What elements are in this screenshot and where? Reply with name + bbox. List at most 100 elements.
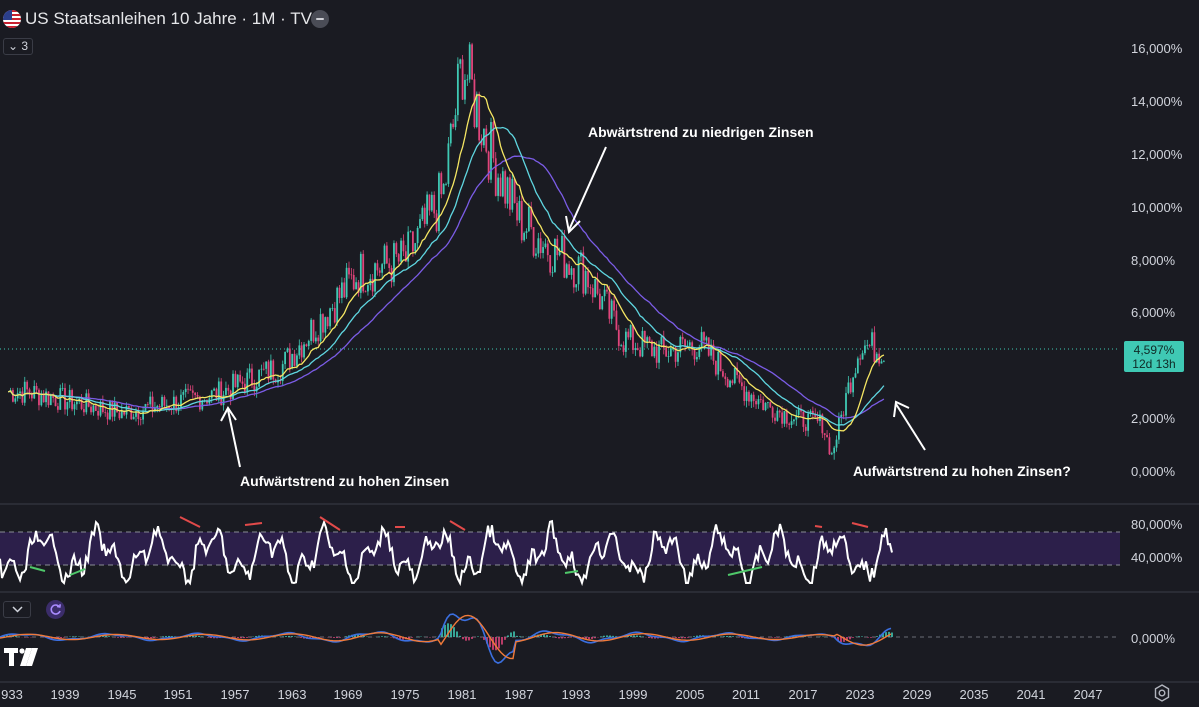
candle [443, 184, 445, 194]
macd-bar [333, 637, 335, 638]
candle [497, 178, 499, 196]
price-chart[interactable] [0, 0, 1199, 505]
downtrend-arrowhead [566, 216, 580, 232]
candle [769, 402, 771, 407]
candle [355, 282, 357, 289]
candle [850, 382, 852, 392]
macd-bar [72, 636, 74, 637]
candle [590, 287, 592, 288]
macd-bar [498, 637, 500, 648]
candle [606, 290, 608, 292]
macd-bar [168, 636, 170, 637]
candle [587, 271, 589, 287]
candle [864, 346, 866, 354]
candle [469, 44, 471, 79]
candle [772, 407, 774, 417]
candle [33, 386, 35, 398]
candle [618, 330, 620, 346]
candle [237, 375, 239, 387]
candle [104, 412, 106, 413]
macd-bar [195, 636, 197, 637]
candle [578, 257, 580, 285]
candle [159, 406, 161, 407]
candle [625, 332, 627, 352]
candle [566, 264, 568, 277]
candle [315, 338, 317, 342]
candle [379, 270, 381, 272]
candle [66, 402, 68, 409]
time-axis-label: 1957 [221, 687, 250, 702]
candle [755, 401, 757, 404]
candle [194, 393, 196, 395]
macd-bar [672, 637, 674, 638]
macd-bar [345, 636, 347, 637]
current-price-badge[interactable]: 4,597% 12d 13h [1124, 341, 1184, 372]
indicator-chevron-button[interactable] [3, 601, 31, 618]
macd-bar [240, 637, 242, 638]
candle [516, 203, 518, 220]
candle [426, 195, 428, 224]
price-axis-label: 16,000% [1131, 41, 1182, 56]
candle [36, 386, 38, 390]
macd-bar [861, 636, 863, 637]
candle [689, 342, 691, 345]
candle [152, 397, 154, 411]
candle [38, 390, 40, 405]
macd-bar [330, 637, 332, 638]
candle [549, 255, 551, 272]
candle [173, 397, 175, 410]
refresh-icon[interactable] [46, 600, 65, 619]
macd-panel[interactable] [0, 593, 1199, 683]
candle [670, 348, 672, 356]
candle [698, 348, 700, 357]
candle [190, 389, 192, 390]
candle [303, 344, 305, 357]
candle [537, 238, 539, 253]
candle [242, 382, 244, 384]
candle [859, 358, 861, 359]
downtrend-arrow[interactable] [569, 147, 606, 230]
macd-bar [453, 627, 455, 637]
settings-gear-icon[interactable] [1153, 684, 1171, 702]
annotation-downtrend[interactable]: Abwärtstrend zu niedrigen Zinsen [588, 124, 814, 140]
candle [95, 405, 97, 411]
macd-bar [288, 636, 290, 637]
candle [592, 288, 594, 297]
candle [301, 345, 303, 357]
candle [793, 420, 795, 422]
candle [142, 411, 144, 420]
candle [97, 411, 99, 416]
macd-bar [234, 637, 236, 638]
candle [59, 388, 61, 410]
tradingview-logo-icon [4, 648, 40, 666]
rsi-panel[interactable] [0, 505, 1199, 591]
macd-bar [546, 635, 548, 637]
candle [12, 390, 14, 402]
candle [492, 122, 494, 158]
candle [26, 382, 28, 390]
candle [639, 350, 641, 356]
candle [161, 397, 163, 407]
time-axis-label: 1981 [448, 687, 477, 702]
candle [568, 264, 570, 275]
candle [729, 381, 731, 387]
candle [833, 448, 835, 454]
macd-bar [891, 633, 893, 637]
annotation-uptrend-new[interactable]: Aufwärtstrend zu hohen Zinsen? [853, 463, 1071, 479]
annotation-uptrend-old[interactable]: Aufwärtstrend zu hohen Zinsen [240, 473, 449, 489]
candle [748, 392, 750, 402]
macd-bar [246, 637, 248, 638]
candle [594, 279, 596, 297]
macd-bar [477, 636, 479, 637]
uptrend-new-arrow[interactable] [896, 404, 925, 450]
candle [258, 370, 260, 387]
macd-bar [681, 637, 683, 638]
candle [327, 317, 329, 326]
macd-bar [636, 635, 638, 637]
candle [511, 179, 513, 210]
candle [100, 402, 102, 416]
candle [455, 115, 457, 127]
candle [727, 379, 729, 387]
candle [601, 296, 603, 309]
macd-bar [729, 636, 731, 637]
